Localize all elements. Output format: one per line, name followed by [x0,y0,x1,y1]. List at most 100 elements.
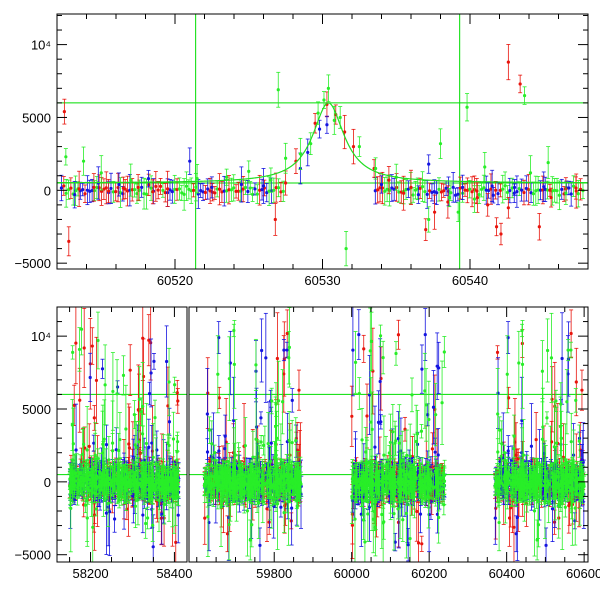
bottom-green-point [103,344,108,426]
top-red-point [91,173,96,202]
top-noise-point [493,181,498,200]
bottom-blue-point [263,312,268,403]
top-noise-point [420,171,425,202]
bottom-green-point [230,473,235,504]
top-green-point [224,168,229,186]
top-red-point [401,175,406,211]
top-blue-point [239,166,244,203]
bottom-xtick-label: 60200 [411,566,447,581]
bottom-green-point [141,467,146,486]
top-noise-point [521,179,526,206]
top-axis-ticks: 60520 60530 60540 −5000 0 5000 10⁴ [14,14,589,288]
top-red-point [77,170,82,207]
bottom-red-point [495,345,500,360]
top-green-point [373,157,378,180]
bottom-blue-point [164,325,169,398]
top-blue-point [416,185,421,204]
top-noise-point [222,175,227,207]
top-noise-point [203,185,208,200]
bottom-green-point [393,425,398,456]
top-noise-point [524,175,529,202]
bottom-ytick-label: 10⁴ [31,329,51,344]
bottom-red-point [574,347,579,417]
bottom-red-point [128,344,133,397]
bottom-xtick-label: 58400 [156,566,192,581]
bottom-green-point [224,466,229,506]
top-blue-point [379,175,384,194]
bottom-green-point [231,323,236,338]
top-noise-point [219,180,224,203]
top-red-point [506,197,511,219]
bottom-green-point [171,411,176,467]
top-noise-point [519,178,524,202]
bottom-red-point [552,509,557,535]
top-green-point [298,137,303,170]
top-red-point [432,194,437,230]
bottom-green-point [573,388,578,413]
bottom-green-point [544,411,549,425]
bottom-blue-point [228,330,233,396]
bottom-green-point [139,397,144,427]
bottom-green-point [209,476,214,499]
top-noise-point [437,177,442,202]
bottom-blue-point [285,341,290,359]
bottom-blue-point [506,321,511,355]
bottom-green-point [85,489,90,547]
bottom-green-point [94,501,99,517]
bottom-green-point [419,424,424,439]
bottom-blue-point [147,381,152,406]
bottom-green-point [153,480,158,500]
bottom-green-point [207,416,212,444]
top-red-point [351,128,356,165]
bottom-green-point [81,467,86,491]
top-green-point [465,93,470,122]
top-red-point [386,166,391,195]
bottom-green-point [141,477,146,492]
top-ytick-label: 10⁴ [31,38,51,53]
bottom-green-point [269,466,274,529]
top-ytick-label: 0 [44,183,51,198]
bottom-ytick-label: −5000 [14,548,51,563]
top-blue-point [426,154,431,174]
bottom-green-point [267,467,272,494]
top-noise-point [545,180,550,200]
top-xtick-label: 60520 [157,273,193,288]
bottom-green-point [145,506,150,530]
top-noise-point [571,175,576,197]
top-noise-point [156,181,161,200]
bottom-green-point [353,331,358,394]
bottom-green-point [159,465,164,500]
bottom-green-point [124,478,129,492]
bottom-red-point [289,512,294,530]
bottom-green-point [93,422,98,488]
bottom-green-point [90,466,95,484]
bottom-green-point [293,417,298,464]
bottom-green-point [90,488,95,562]
top-noise-point [212,186,217,200]
top-noise-point [536,175,541,204]
top-red-point [165,170,170,207]
bottom-green-point [290,419,295,466]
top-noise-point [158,178,163,195]
bottom-blue-point [112,505,117,533]
bottom-green-point [239,463,244,486]
bottom-green-point [244,470,249,498]
top-red-point [537,213,542,241]
top-noise-point [389,174,394,202]
top-noise-point [61,176,66,196]
bottom-blue-point [419,344,424,394]
top-green-point [528,155,533,191]
bottom-green-point [250,467,255,501]
top-blue-point [116,172,121,197]
top-noise-point [413,180,418,200]
bottom-red-point [72,384,77,426]
bottom-green-point [79,307,84,356]
top-blue-point [460,174,465,201]
bottom-green-point [215,335,220,414]
bottom-red-point [141,338,146,415]
bottom-red-point [77,367,82,433]
bottom-blue-point [115,380,120,394]
top-red-point [283,170,288,196]
top-noise-point [531,181,536,206]
